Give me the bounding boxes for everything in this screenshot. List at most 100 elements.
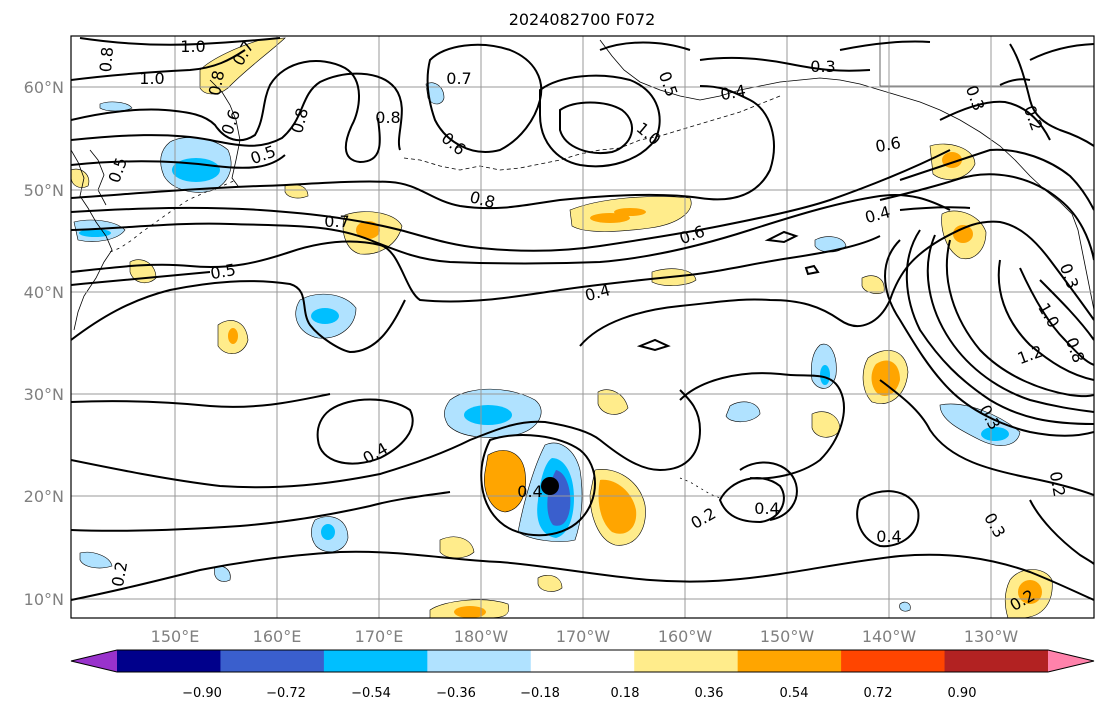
contour-line [999, 78, 1031, 86]
contour-line [79, 37, 281, 46]
colorbar-outline [70, 649, 1095, 673]
colorbar-tick: −0.54 [351, 686, 391, 701]
lat-label: 20°N [24, 487, 64, 506]
contour-label: 0.2 [108, 560, 131, 588]
colorbar: −0.90 −0.72 −0.54 −0.36 −0.18 0.18 0.36 … [70, 649, 1095, 701]
colorbar-swatch [323, 650, 428, 672]
colorbar-swatch [634, 650, 739, 672]
contour-line [71, 194, 951, 265]
contour-line [905, 229, 1094, 425]
contour-line [804, 264, 820, 276]
colorbar-swatch [220, 650, 325, 672]
contour-line [480, 434, 596, 537]
contour-line [839, 40, 931, 51]
kuril-islands [109, 179, 237, 253]
contour-label: 0.8 [205, 69, 228, 97]
contour-line [71, 491, 451, 532]
contour-line [856, 490, 920, 548]
contour-label: 1.0 [180, 37, 205, 56]
lat-label: 30°N [24, 385, 64, 404]
contour-line [679, 372, 845, 480]
contour-line [71, 72, 403, 151]
contour-line [636, 338, 671, 352]
contour-line [599, 41, 691, 51]
colorbar-tick: −0.18 [520, 686, 560, 701]
contour-line [71, 271, 211, 286]
contour-line [71, 149, 951, 252]
contour-line [1029, 43, 1094, 61]
contour-line [71, 393, 331, 408]
contour-line [899, 148, 1094, 211]
colorbar-swatches [70, 649, 1095, 673]
contour-lines [71, 37, 1094, 601]
contour-line [71, 550, 1094, 601]
contour-line [997, 259, 1094, 381]
colorbar-extend-min [71, 650, 117, 672]
contour-line [316, 398, 414, 465]
kamchatka-coastline [209, 79, 241, 187]
contour-line [699, 56, 871, 72]
lat-label: 40°N [24, 283, 64, 302]
colorbar-tick: 0.18 [611, 686, 640, 701]
contour-label: 0.5 [209, 260, 237, 283]
colorbar-tick: −0.36 [436, 686, 476, 701]
contour-line [1039, 279, 1094, 341]
contour-label: 0.8 [375, 108, 400, 127]
latitude-labels: 60°N 50°N 40°N 30°N 20°N 10°N [24, 78, 64, 609]
gridlines [71, 36, 1094, 618]
map-frame [70, 35, 1095, 619]
colorbar-swatch [944, 650, 1049, 672]
contour-line [945, 239, 1094, 398]
contour-label: 0.7 [446, 69, 471, 88]
colorbar-swatch [530, 650, 635, 672]
contour-label: 0.4 [876, 527, 901, 546]
colorbar-swatch [737, 650, 842, 672]
colorbar-swatch [427, 650, 532, 672]
lon-label: 160°W [658, 627, 713, 646]
shaded-anomalies [71, 37, 1053, 618]
contour-line [559, 101, 633, 154]
figure-title: 2024082700 F072 [509, 10, 656, 29]
contour-label: 0.2 [1046, 470, 1069, 498]
colorbar-tick: 0.36 [695, 686, 724, 701]
contour-line [1019, 267, 1094, 366]
contour-line [539, 74, 661, 168]
lat-label: 10°N [24, 590, 64, 609]
contour-line [764, 230, 799, 244]
contour-line [71, 389, 702, 489]
colorbar-extend-max [1048, 650, 1094, 672]
lon-label: 130°W [964, 627, 1019, 646]
lon-label: 170°E [355, 627, 404, 646]
colorbar-tick: −0.72 [266, 686, 306, 701]
contour-line [926, 234, 1094, 413]
contour-line [879, 173, 1094, 261]
contour-label: 0.4 [754, 499, 779, 518]
hawaiian-islands [679, 477, 721, 499]
positive-anomaly-patch [199, 37, 286, 95]
colorbar-tick: −0.90 [182, 686, 222, 701]
colorbar-swatch [841, 650, 946, 672]
colorbar-tick: 0.90 [948, 686, 977, 701]
contour-line [879, 379, 1094, 496]
contour-line [718, 477, 785, 524]
longitude-labels: 150°E 160°E 170°E 180°W 170°W 160°W 150°… [151, 627, 1019, 646]
alaska-coastline [599, 39, 1073, 215]
contour-line [739, 461, 798, 521]
contour-label: 0.6 [874, 133, 902, 156]
contour-line [71, 235, 881, 303]
storm-center-marker [541, 477, 559, 495]
negative-anomaly-core [172, 158, 220, 182]
north-america-coastline [1071, 213, 1094, 311]
lon-label: 150°E [151, 627, 200, 646]
contour-label: 0.8 [96, 46, 117, 73]
lon-label: 160°E [253, 627, 302, 646]
contour-line [1029, 499, 1094, 565]
asia-coastline [71, 149, 113, 331]
lat-label: 50°N [24, 181, 64, 200]
contour-line [71, 60, 381, 164]
lon-label: 140°W [862, 627, 917, 646]
contour-label: 1.0 [139, 69, 164, 88]
political-border [879, 36, 1094, 87]
contour-line [71, 280, 406, 354]
